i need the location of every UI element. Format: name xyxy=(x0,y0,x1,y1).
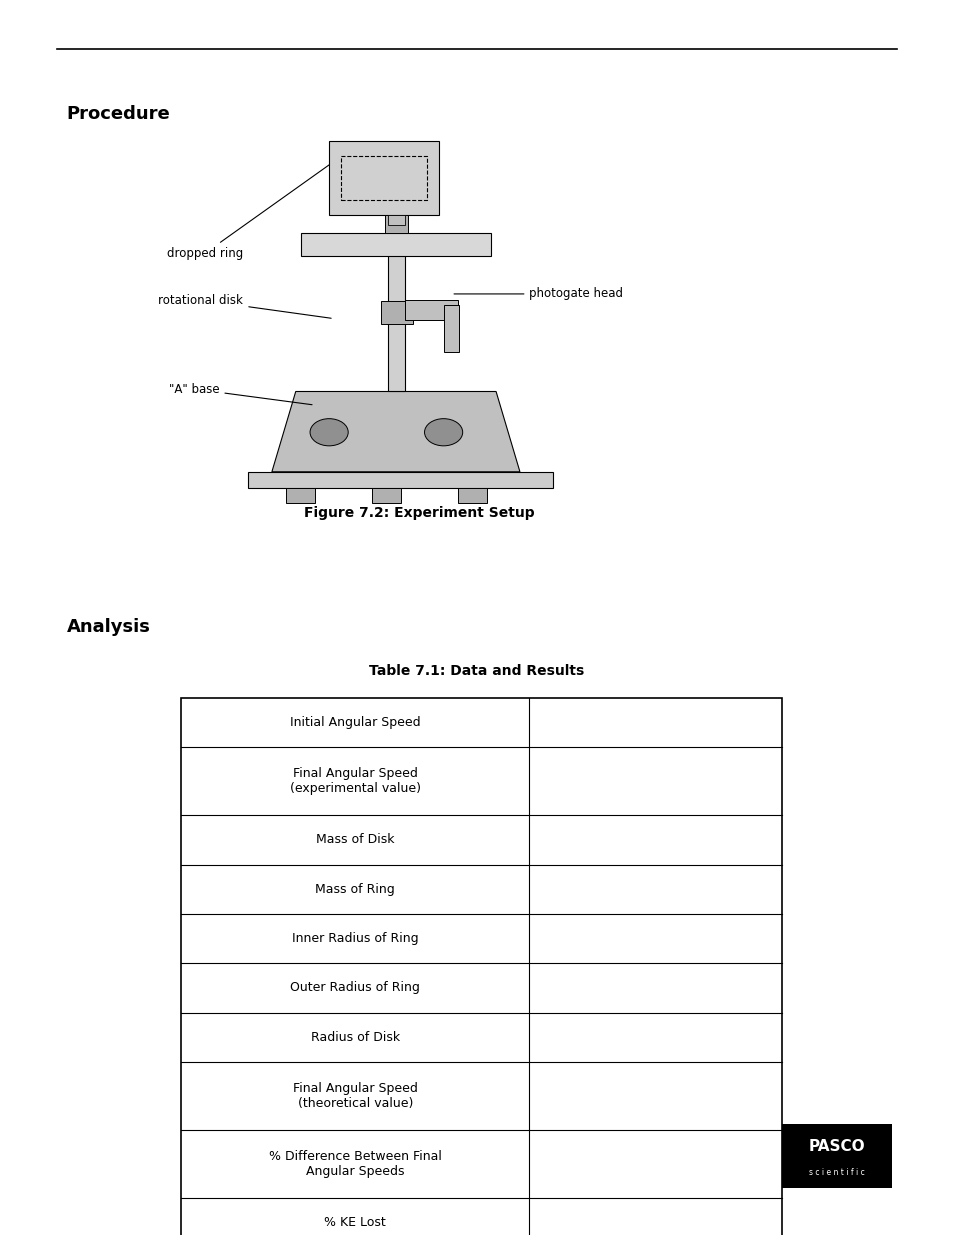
Text: Final Angular Speed
(experimental value): Final Angular Speed (experimental value) xyxy=(290,767,420,795)
Bar xyxy=(385,215,408,233)
Polygon shape xyxy=(272,391,519,472)
Ellipse shape xyxy=(310,419,348,446)
Bar xyxy=(457,488,486,503)
Bar xyxy=(329,141,438,215)
Bar xyxy=(372,488,400,503)
Text: "A" base: "A" base xyxy=(169,383,312,405)
Bar xyxy=(405,300,457,320)
Text: Analysis: Analysis xyxy=(67,618,151,636)
Text: PASCO: PASCO xyxy=(808,1139,864,1153)
Bar xyxy=(781,1124,891,1188)
Text: Figure 7.2: Experiment Setup: Figure 7.2: Experiment Setup xyxy=(304,506,535,520)
Bar xyxy=(388,249,405,391)
Text: % Difference Between Final
Angular Speeds: % Difference Between Final Angular Speed… xyxy=(269,1150,441,1178)
Text: s c i e n t i f i c: s c i e n t i f i c xyxy=(808,1167,864,1177)
Bar xyxy=(380,301,413,324)
Text: % KE Lost: % KE Lost xyxy=(324,1216,386,1229)
Bar xyxy=(443,305,458,352)
Bar xyxy=(340,156,427,200)
Text: Table 7.1: Data and Results: Table 7.1: Data and Results xyxy=(369,664,584,678)
Bar xyxy=(181,698,781,1235)
Text: Final Angular Speed
(theoretical value): Final Angular Speed (theoretical value) xyxy=(293,1082,417,1110)
Text: photogate head: photogate head xyxy=(454,288,623,300)
Ellipse shape xyxy=(424,419,462,446)
Text: Mass of Disk: Mass of Disk xyxy=(315,834,395,846)
Text: Mass of Ring: Mass of Ring xyxy=(315,883,395,895)
Bar xyxy=(388,215,405,225)
Text: Procedure: Procedure xyxy=(67,105,171,124)
Bar xyxy=(248,472,553,488)
Text: dropped ring: dropped ring xyxy=(167,159,336,259)
Text: rotational disk: rotational disk xyxy=(158,294,331,319)
Text: Inner Radius of Ring: Inner Radius of Ring xyxy=(292,932,418,945)
Bar xyxy=(286,488,314,503)
Text: Outer Radius of Ring: Outer Radius of Ring xyxy=(290,982,420,994)
Bar xyxy=(300,233,491,256)
Text: Initial Angular Speed: Initial Angular Speed xyxy=(290,716,420,729)
Text: Radius of Disk: Radius of Disk xyxy=(311,1031,399,1044)
